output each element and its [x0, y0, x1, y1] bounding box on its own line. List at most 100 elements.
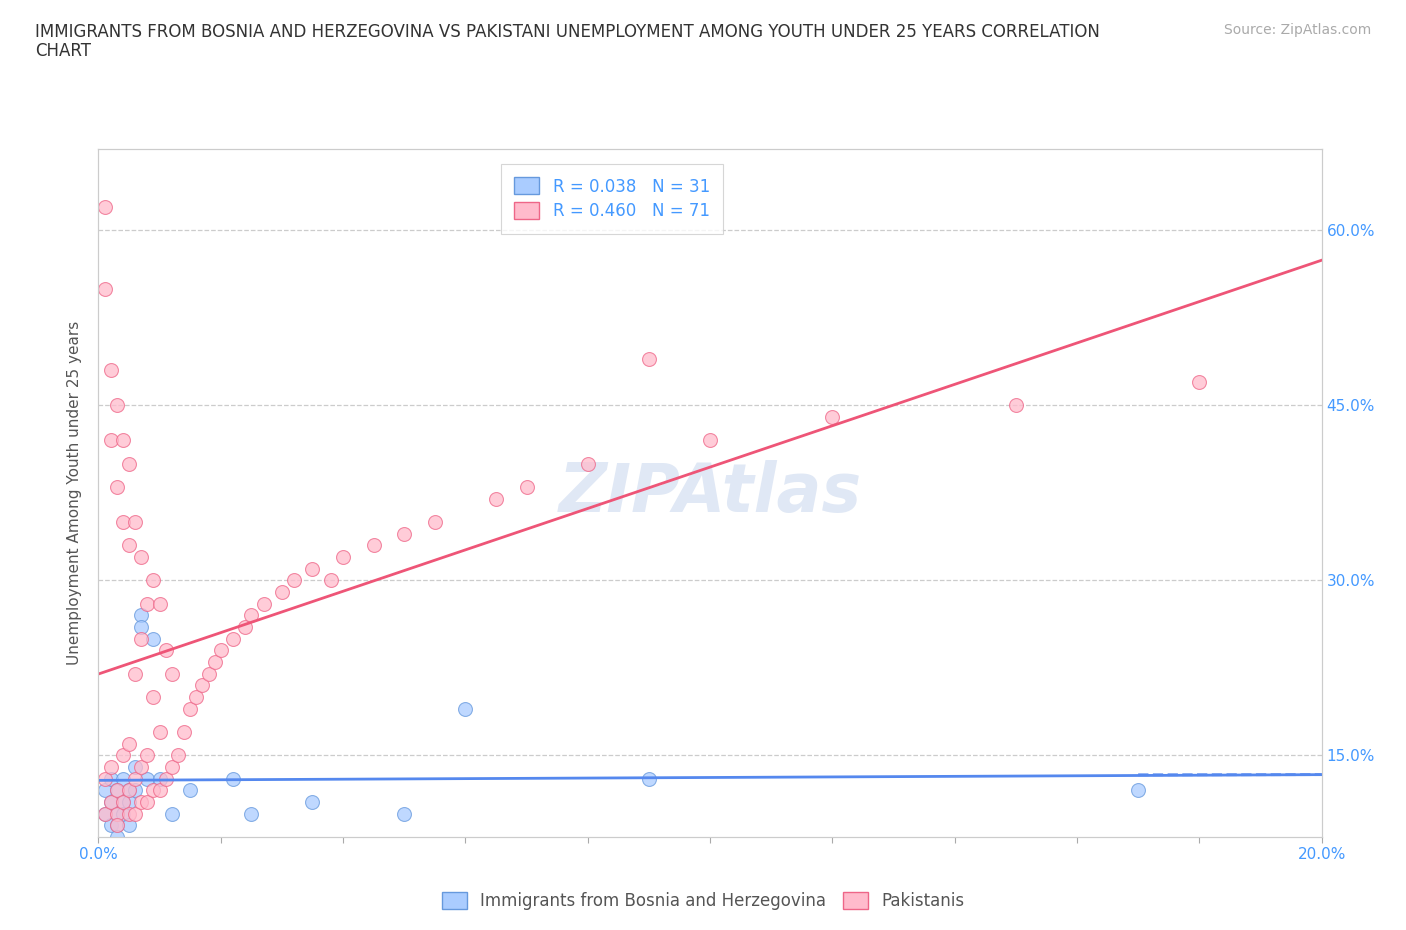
Point	[124, 666, 146, 681]
Point	[576, 457, 599, 472]
Legend: Immigrants from Bosnia and Herzegovina, Pakistanis: Immigrants from Bosnia and Herzegovina, …	[434, 885, 972, 917]
Point	[516, 480, 538, 495]
Text: ZIPAtlas: ZIPAtlas	[558, 460, 862, 525]
Point	[222, 771, 245, 786]
Point	[136, 748, 159, 763]
Point	[105, 817, 128, 832]
Point	[142, 689, 165, 704]
Point	[129, 608, 152, 623]
Point	[105, 480, 128, 495]
Point	[124, 760, 146, 775]
Point	[167, 748, 190, 763]
Point	[118, 806, 141, 821]
Point	[100, 817, 122, 832]
Point	[136, 596, 159, 611]
Point	[105, 783, 128, 798]
Point	[149, 771, 172, 786]
Point	[160, 806, 183, 821]
Point	[118, 538, 141, 552]
Text: IMMIGRANTS FROM BOSNIA AND HERZEGOVINA VS PAKISTANI UNEMPLOYMENT AMONG YOUTH UND: IMMIGRANTS FROM BOSNIA AND HERZEGOVINA V…	[35, 23, 1099, 41]
Point	[93, 806, 115, 821]
Point	[100, 433, 122, 448]
Point	[111, 514, 134, 529]
Point	[105, 398, 128, 413]
Point	[118, 457, 141, 472]
Point	[136, 794, 159, 809]
Point	[821, 409, 844, 424]
Point	[179, 701, 201, 716]
Point	[204, 655, 226, 670]
Point	[1128, 783, 1150, 798]
Point	[124, 514, 146, 529]
Point	[118, 737, 141, 751]
Text: Source: ZipAtlas.com: Source: ZipAtlas.com	[1223, 23, 1371, 37]
Point	[222, 631, 245, 646]
Point	[283, 573, 305, 588]
Point	[252, 596, 274, 611]
Point	[100, 363, 122, 378]
Point	[111, 771, 134, 786]
Point	[637, 352, 661, 366]
Point	[111, 806, 134, 821]
Point	[186, 689, 208, 704]
Point	[160, 666, 183, 681]
Point	[136, 771, 159, 786]
Point	[1188, 375, 1211, 390]
Point	[111, 748, 134, 763]
Y-axis label: Unemployment Among Youth under 25 years: Unemployment Among Youth under 25 years	[67, 321, 83, 665]
Point	[149, 596, 172, 611]
Point	[142, 783, 165, 798]
Point	[105, 830, 128, 844]
Point	[485, 491, 508, 506]
Point	[392, 806, 416, 821]
Point	[363, 538, 385, 552]
Point	[423, 514, 446, 529]
Point	[111, 794, 134, 809]
Point	[191, 678, 214, 693]
Point	[105, 806, 128, 821]
Point	[100, 794, 122, 809]
Legend: R = 0.038   N = 31, R = 0.460   N = 71: R = 0.038 N = 31, R = 0.460 N = 71	[501, 164, 723, 233]
Point	[301, 794, 323, 809]
Point	[454, 701, 477, 716]
Point	[160, 760, 183, 775]
Point	[93, 282, 115, 297]
Point	[129, 619, 152, 634]
Point	[149, 783, 172, 798]
Point	[270, 585, 292, 600]
Point	[240, 608, 263, 623]
Point	[118, 817, 141, 832]
Point	[118, 783, 141, 798]
Point	[118, 794, 141, 809]
Point	[173, 724, 195, 739]
Point	[105, 806, 128, 821]
Point	[149, 724, 172, 739]
Point	[124, 771, 146, 786]
Text: CHART: CHART	[35, 42, 91, 60]
Point	[111, 433, 134, 448]
Point	[637, 771, 661, 786]
Point	[699, 433, 721, 448]
Point	[124, 806, 146, 821]
Point	[93, 200, 115, 215]
Point	[155, 643, 177, 658]
Point	[155, 771, 177, 786]
Point	[197, 666, 219, 681]
Point	[129, 760, 152, 775]
Point	[240, 806, 263, 821]
Point	[1004, 398, 1026, 413]
Point	[142, 631, 165, 646]
Point	[105, 817, 128, 832]
Point	[100, 760, 122, 775]
Point	[129, 631, 152, 646]
Point	[392, 526, 416, 541]
Point	[111, 794, 134, 809]
Point	[93, 771, 115, 786]
Point	[209, 643, 232, 658]
Point	[118, 783, 141, 798]
Point	[93, 783, 115, 798]
Point	[142, 573, 165, 588]
Point	[124, 783, 146, 798]
Point	[179, 783, 201, 798]
Point	[319, 573, 342, 588]
